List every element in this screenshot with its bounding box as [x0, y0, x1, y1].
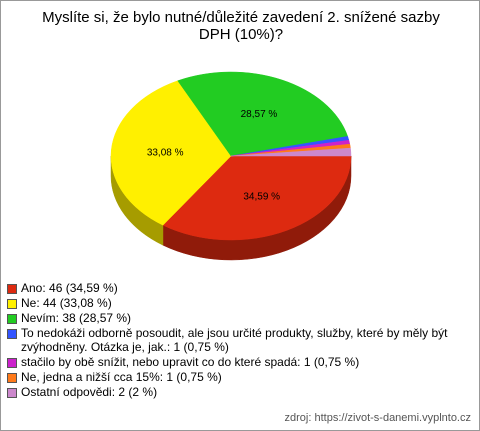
legend-item: Ostatní odpovědi: 2 (2 %): [7, 385, 472, 399]
legend-swatch: [7, 314, 17, 324]
legend-label: Ostatní odpovědi: 2 (2 %): [21, 385, 158, 399]
source: zdroj: https://zivot-s-danemi.vyplnto.cz: [284, 412, 471, 424]
legend-label: stačilo by obě snížit, nebo upravit co d…: [21, 355, 360, 369]
data-label: 33,08 %: [147, 147, 184, 158]
legend-item: To nedokáži odborně posoudit, ale jsou u…: [7, 326, 472, 354]
legend-swatch: [7, 284, 17, 294]
legend-item: Ne, jedna a nižší cca 15%: 1 (0,75 %): [7, 370, 472, 384]
legend-item: Ne: 44 (33,08 %): [7, 296, 472, 310]
legend-label: To nedokáži odborně posoudit, ale jsou u…: [21, 326, 448, 354]
legend-label: Nevím: 38 (28,57 %): [21, 311, 132, 325]
slice: [110, 80, 232, 226]
legend-label: Ne: 44 (33,08 %): [21, 296, 112, 310]
legend-swatch: [7, 299, 17, 309]
slice: [230, 147, 352, 157]
chart-title: Myslíte si, že bylo nutné/důležité zaved…: [42, 9, 440, 43]
pie-area: 34,59 % 33,08 % 28,57 %: [110, 71, 352, 261]
legend-swatch: [7, 388, 17, 398]
legend: Ano: 46 (34,59 %) Ne: 44 (33,08 %) Nevím: …: [7, 281, 472, 400]
data-label: 28,57 %: [241, 109, 278, 120]
legend-swatch: [7, 329, 17, 339]
data-label: 34,59 %: [243, 192, 280, 203]
legend-label: Ano: 46 (34,59 %): [21, 281, 118, 295]
legend-swatch: [7, 373, 17, 383]
slice: [177, 71, 349, 157]
legend-item: stačilo by obě snížit, nebo upravit co d…: [7, 355, 472, 369]
slice: [162, 155, 352, 241]
legend-item: Ano: 46 (34,59 %): [7, 281, 472, 295]
legend-item: Nevím: 38 (28,57 %): [7, 311, 472, 325]
legend-swatch: [7, 358, 17, 368]
legend-label: Ne, jedna a nižší cca 15%: 1 (0,75 %): [21, 370, 222, 384]
